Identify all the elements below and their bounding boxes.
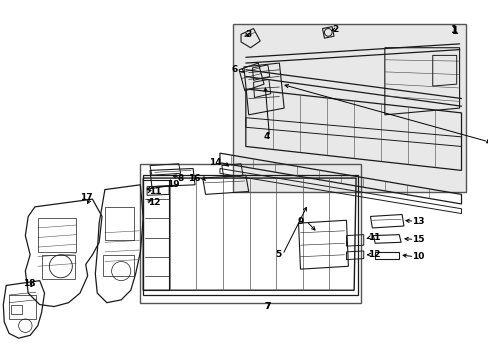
Text: 7: 7 [264, 302, 270, 311]
Text: 16: 16 [188, 174, 201, 183]
Text: 4: 4 [485, 137, 488, 146]
Text: 1: 1 [451, 26, 458, 36]
Text: 9: 9 [297, 217, 304, 226]
Text: 10: 10 [411, 252, 423, 261]
Text: 12: 12 [148, 198, 160, 207]
Bar [11, 305, 22, 314]
Bar [38, 219, 76, 252]
Bar [140, 164, 360, 303]
Text: 11: 11 [149, 187, 161, 196]
Text: 17: 17 [80, 193, 92, 202]
Text: 8: 8 [177, 174, 183, 183]
Text: 4: 4 [485, 137, 488, 146]
Text: 7: 7 [264, 302, 270, 311]
Text: 2: 2 [332, 25, 338, 34]
Text: 13: 13 [411, 217, 423, 226]
Text: 3: 3 [245, 30, 251, 39]
Text: 14: 14 [209, 158, 222, 167]
Bar [103, 255, 133, 276]
Text: 18: 18 [23, 279, 36, 288]
Text: 19: 19 [167, 180, 179, 189]
Text: 5: 5 [274, 250, 281, 259]
Bar [233, 24, 466, 192]
Text: 1: 1 [450, 24, 457, 35]
Text: 15: 15 [411, 235, 423, 244]
Bar [105, 207, 133, 240]
Text: 4: 4 [263, 132, 269, 141]
Bar [9, 295, 36, 319]
Text: 12: 12 [367, 250, 379, 259]
Text: 6: 6 [231, 65, 238, 74]
Text: 11: 11 [367, 233, 379, 242]
Bar [41, 255, 75, 279]
